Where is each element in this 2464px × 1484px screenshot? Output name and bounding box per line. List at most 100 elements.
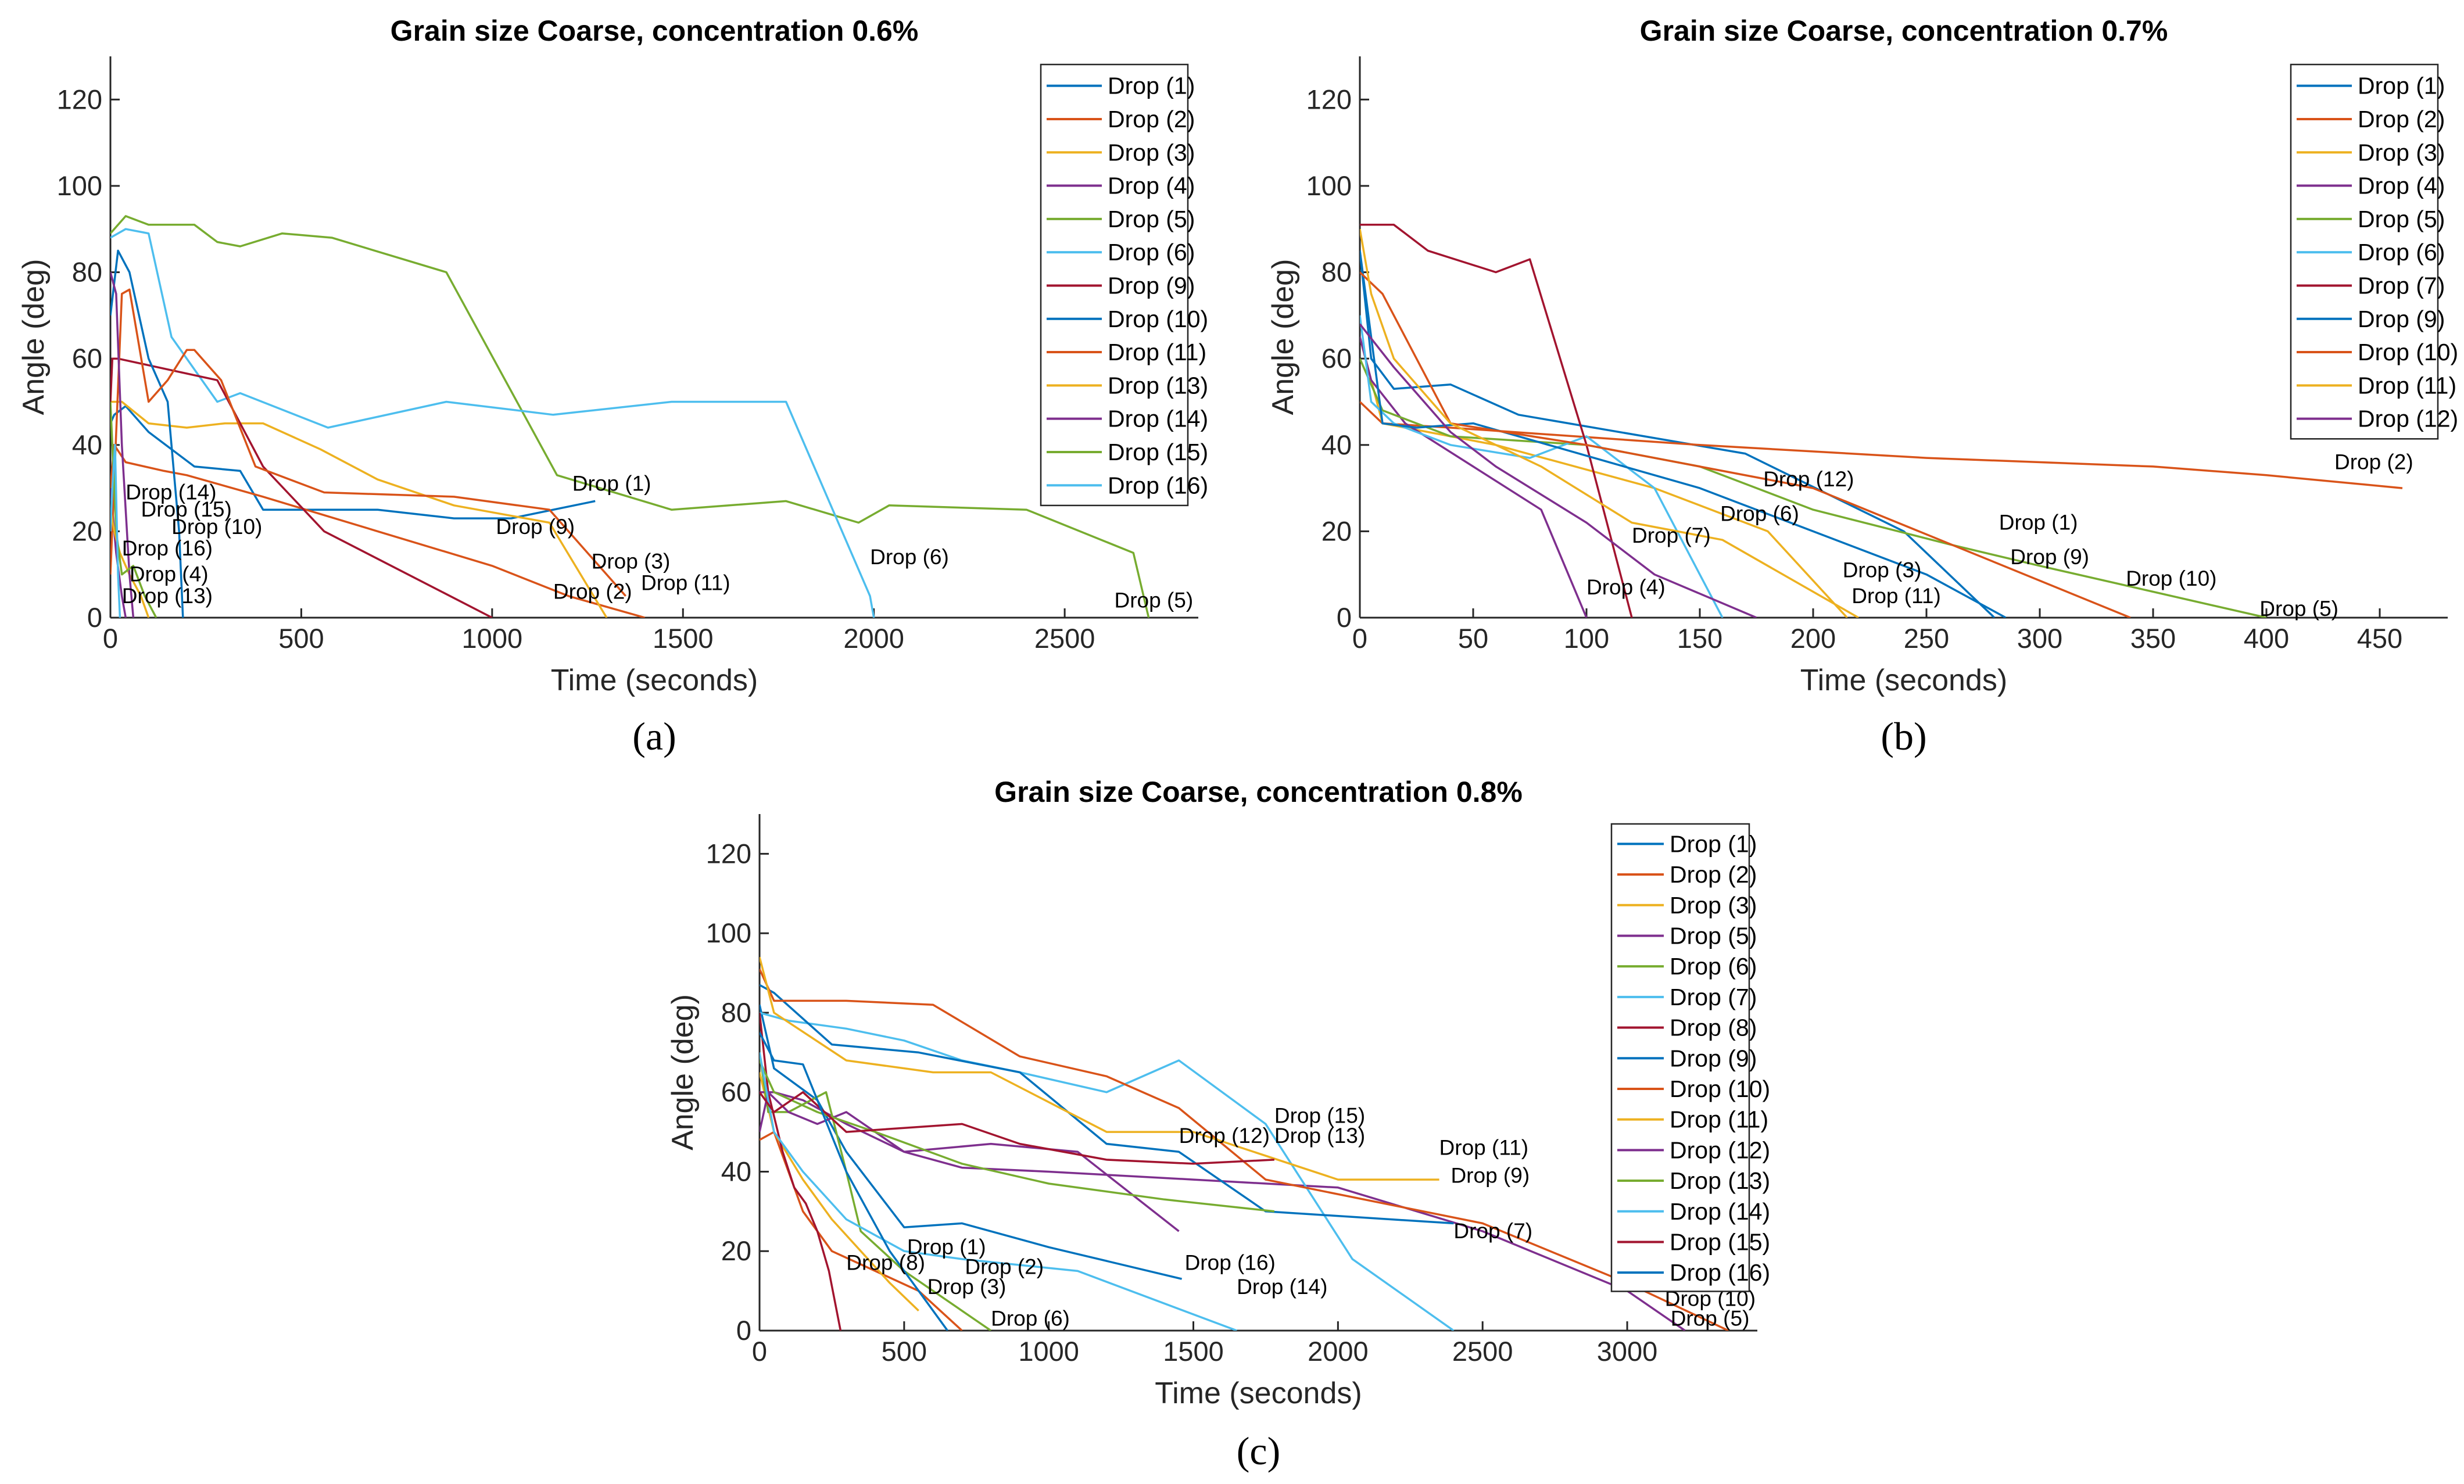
y-tick-label: 100 [706, 917, 751, 948]
x-tick-label: 2500 [1452, 1336, 1513, 1367]
x-tick-label: 100 [1564, 623, 1609, 654]
data-label: Drop (12) [1179, 1124, 1270, 1148]
chart-title: Grain size Coarse, concentration 0.8% [994, 776, 1523, 808]
x-tick-label: 0 [752, 1336, 767, 1367]
data-label: Drop (9) [1451, 1163, 1530, 1187]
data-label: Drop (11) [1439, 1135, 1529, 1159]
series-line-drop-14 [110, 272, 135, 618]
series-line-drop-16 [760, 1032, 948, 1331]
legend-entry: Drop (5) [2358, 206, 2445, 232]
chart-title: Grain size Coarse, concentration 0.7% [1640, 15, 2168, 47]
data-label: Drop (15) [1274, 1104, 1365, 1128]
legend-entry: Drop (9) [2358, 306, 2445, 332]
x-tick-label: 350 [2130, 623, 2176, 654]
x-tick-label: 500 [278, 623, 324, 654]
legend-entry: Drop (4) [1108, 173, 1195, 199]
data-label: Drop (3) [1843, 558, 1922, 582]
data-label: Drop (14) [126, 481, 216, 504]
data-label: Drop (4) [130, 562, 209, 586]
data-label: Drop (13) [122, 584, 213, 608]
data-label: Drop (14) [1237, 1275, 1327, 1299]
y-tick-label: 20 [72, 515, 102, 546]
legend-entry: Drop (10) [2358, 339, 2458, 365]
data-label: Drop (9) [496, 515, 575, 539]
legend-entry: Drop (11) [2358, 372, 2456, 399]
data-label: Drop (9) [2010, 545, 2089, 569]
series-line-drop-9 [110, 357, 493, 618]
legend-entry: Drop (9) [1670, 1045, 1757, 1071]
data-label: Drop (12) [1763, 467, 1854, 491]
series-line-drop-2 [110, 444, 646, 618]
subfigure-label: (c) [1237, 1429, 1280, 1473]
y-tick-label: 80 [721, 997, 751, 1028]
y-tick-label: 80 [1321, 257, 1352, 288]
x-tick-label: 0 [103, 623, 118, 654]
data-label: Drop (13) [1274, 1124, 1365, 1148]
data-label: Drop (2) [965, 1255, 1044, 1279]
legend-entry: Drop (8) [1670, 1015, 1757, 1041]
data-label: Drop (3) [592, 549, 671, 573]
data-label: Drop (5) [1114, 588, 1193, 612]
x-tick-label: 150 [1677, 623, 1722, 654]
data-label: Drop (5) [1671, 1306, 1750, 1330]
legend-entry: Drop (14) [1670, 1198, 1770, 1225]
series-line-drop-6 [1360, 315, 1724, 618]
legend-entry: Drop (1) [2358, 73, 2445, 99]
data-label: Drop (11) [641, 571, 730, 595]
y-tick-label: 20 [721, 1235, 751, 1266]
data-label: Drop (16) [122, 536, 213, 560]
series-line-drop-10 [1360, 271, 2131, 618]
series-line-drop-11 [760, 956, 1439, 1181]
legend-entry: Drop (3) [1108, 139, 1195, 166]
legend-entry: Drop (3) [1670, 892, 1757, 919]
x-tick-label: 3000 [1597, 1336, 1658, 1367]
chart-panel-1: Grain size Coarse, concentration 0.7% 0 50… [1266, 15, 2458, 758]
x-tick-label: 1000 [462, 623, 523, 654]
legend-entry: Drop (13) [1108, 372, 1208, 399]
y-tick-label: 20 [1321, 515, 1352, 546]
chart-panel-0: Grain size Coarse, concentration 0.6% 0 50… [17, 15, 1208, 758]
y-tick-label: 40 [72, 429, 102, 460]
legend-entry: Drop (15) [1108, 439, 1208, 465]
data-label: Drop (7) [1453, 1219, 1532, 1243]
series-line-drop-5 [110, 215, 1150, 618]
series-line-drop-1 [760, 1004, 1183, 1280]
series-line-drop-11 [110, 288, 627, 597]
series-line-drop-8 [760, 1012, 842, 1331]
series-line-drop-6 [110, 228, 875, 618]
series-line-drop-7 [760, 1012, 1455, 1331]
y-tick-label: 120 [1306, 84, 1352, 114]
series-line-drop-3 [110, 400, 608, 618]
chart-panel-2: Grain size Coarse, concentration 0.8% 0 50… [666, 776, 1770, 1473]
data-label: Drop (15) [141, 497, 232, 521]
legend-entry: Drop (12) [2358, 406, 2458, 432]
legend-entry: Drop (3) [2358, 139, 2445, 166]
x-tick-label: 500 [882, 1336, 927, 1367]
data-label: Drop (2) [553, 579, 632, 603]
subfigure-label: (a) [632, 714, 676, 758]
x-tick-label: 1500 [653, 623, 714, 654]
series-line-drop-16 [110, 444, 121, 618]
x-tick-label: 400 [2244, 623, 2289, 654]
data-label: Drop (6) [870, 545, 949, 569]
legend-entry: Drop (5) [1670, 922, 1757, 949]
y-tick-label: 100 [1306, 170, 1352, 201]
legend-entry: Drop (9) [1108, 272, 1195, 299]
x-axis-label: Time (seconds) [1800, 664, 2007, 697]
y-tick-label: 120 [57, 84, 102, 114]
series-line-drop-9 [760, 984, 1454, 1225]
legend-entry: Drop (16) [1108, 472, 1208, 499]
series-line-drop-9 [1360, 250, 2007, 618]
data-label: Drop (1) [1999, 511, 2078, 535]
legend-entry: Drop (10) [1670, 1076, 1770, 1102]
series-line-drop-13 [110, 509, 150, 618]
y-axis-label: Angle (deg) [1266, 259, 1300, 415]
data-label: Drop (3) [927, 1275, 1007, 1299]
data-label: Drop (10) [2126, 567, 2216, 590]
y-tick-label: 0 [736, 1315, 751, 1346]
y-tick-label: 0 [1337, 602, 1352, 633]
y-tick-label: 0 [87, 602, 102, 633]
x-axis-label: Time (seconds) [1155, 1377, 1362, 1410]
legend-entry: Drop (5) [1108, 206, 1195, 232]
